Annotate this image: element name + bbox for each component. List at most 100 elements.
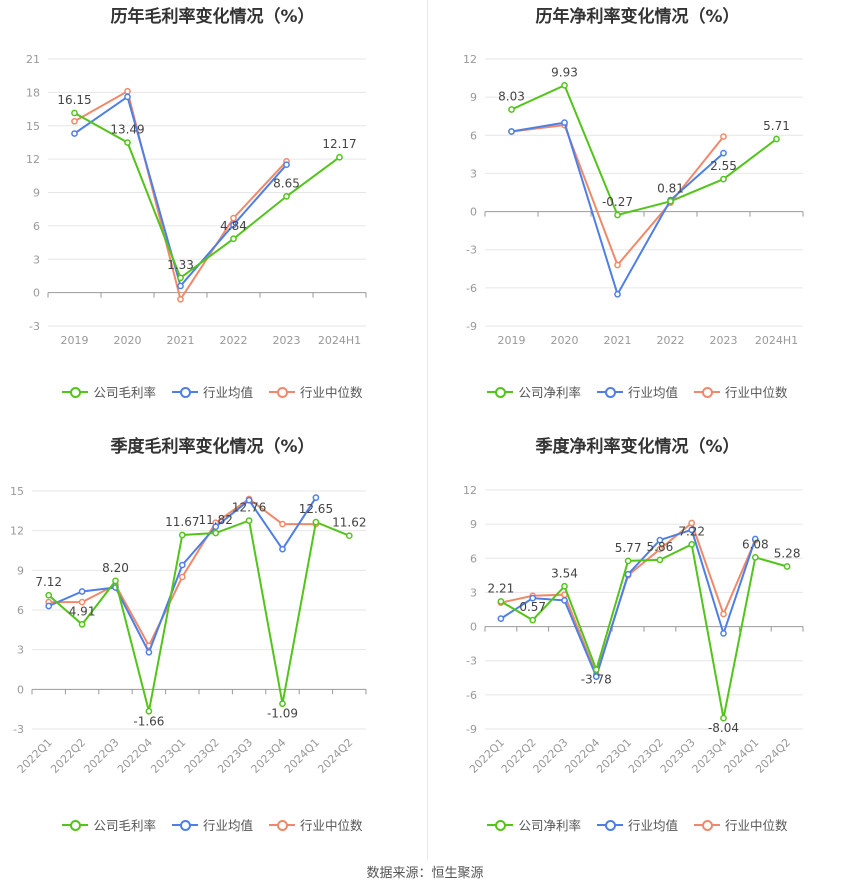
data-point [720,714,727,722]
data-label: 5.28 [774,546,801,560]
x-tick-label: 2024Q2 [315,736,355,776]
data-label: 8.65 [273,176,300,190]
y-tick-label: -6 [466,689,477,702]
data-point [112,577,119,585]
data-point [667,197,674,205]
data-label: 2.55 [710,159,737,173]
legend-item[interactable]: 公司净利率 [487,382,581,401]
data-point [283,193,290,200]
x-tick-label: 2019 [498,334,526,347]
legend-label: 行业中位数 [300,385,363,400]
legend-item[interactable]: 公司毛利率 [62,382,156,401]
data-label: 7.12 [35,575,62,589]
chart-panel-annual-gross-margin: 历年毛利率变化情况（%） -3 0 3 6 9 12 15 18 21 2019 2020 2021 2… [0,0,425,430]
data-point [71,117,78,125]
data-label: 8.20 [102,561,129,575]
data-label: -0.27 [602,195,633,209]
y-tick-label: 12 [10,525,24,538]
data-point [124,139,131,146]
data-label: 5.71 [763,119,790,133]
data-label: 12.76 [232,501,266,515]
data-point [561,582,568,590]
data-point [614,290,621,298]
data-point [624,557,632,565]
legend-item[interactable]: 行业中位数 [269,815,363,834]
data-point [230,214,237,222]
legend-item[interactable]: 行业中位数 [269,382,363,401]
legend-item[interactable]: 行业均值 [596,382,678,401]
y-tick-label: 9 [470,91,477,104]
legend-label: 行业均值 [202,818,253,833]
data-point [245,517,253,524]
data-point [78,621,86,628]
legend-marker-icon [694,386,720,398]
legend-label: 行业中位数 [725,818,788,833]
x-tick-label: 2023Q4 [249,736,289,776]
chart-title: 历年毛利率变化情况（%） [110,7,315,27]
legend-item[interactable]: 行业中位数 [694,382,788,401]
y-tick-label: 9 [470,518,477,531]
legend-item[interactable]: 行业均值 [171,382,253,401]
data-label: 16.15 [57,93,91,107]
chart-legend: 公司净利率 行业均值 行业中位数 [425,382,850,401]
legend-label: 行业均值 [627,818,678,833]
legend-marker-icon [269,386,295,398]
legend-item[interactable]: 公司净利率 [487,815,581,834]
legend-label: 行业均值 [627,385,678,400]
x-tick-label: 2022Q1 [15,736,55,776]
data-point [688,526,696,534]
x-tick-label: 2023Q1 [148,736,188,776]
y-tick-label: 15 [26,120,40,133]
y-tick-label: 3 [17,644,24,657]
data-point [720,133,727,140]
y-tick-label: 6 [470,552,477,565]
x-tick-label: 2022Q3 [82,736,122,776]
data-point [145,707,153,715]
data-point [279,700,286,708]
data-label: 5.77 [615,541,642,555]
legend-label: 行业中位数 [300,818,363,833]
data-point [592,666,600,673]
panel-divider [427,0,428,860]
chart-legend: 公司毛利率 行业均值 行业中位数 [0,815,425,834]
data-label: -3.78 [581,673,612,687]
data-label: -8.04 [708,721,739,735]
data-point [688,519,696,527]
data-point [124,87,131,95]
data-source-note: 数据来源：恒生聚源 [366,866,484,881]
legend-item[interactable]: 行业中位数 [694,815,788,834]
data-point [283,161,290,169]
y-tick-label: 18 [26,86,40,99]
x-tick-label: 2020 [551,334,579,347]
data-point [773,135,780,143]
data-point [720,175,727,183]
chart-title: 历年净利率变化情况（%） [535,7,740,27]
data-point [178,561,186,569]
chart-plot-area: -9 -6 -3 0 3 6 9 12 2019 2020 2021 2022 2023 2024H1 8.… [463,53,804,347]
data-point [312,494,320,501]
y-tick-label: 3 [470,167,477,180]
y-tick-label: -3 [466,244,477,257]
data-label: 2.21 [488,581,515,595]
legend-marker-icon [596,819,623,831]
x-tick-label: 2020 [114,334,142,347]
y-tick-label: 6 [33,220,40,233]
y-tick-label: -9 [466,723,477,736]
legend-marker-icon [596,386,623,398]
y-tick-label: 9 [33,187,40,200]
legend-item[interactable]: 行业均值 [171,815,253,834]
y-tick-label: -9 [466,320,477,333]
x-tick-label: 2023Q3 [215,736,255,776]
data-point [614,261,621,269]
data-point [614,211,621,219]
legend-item[interactable]: 公司毛利率 [62,815,156,834]
y-tick-label: -3 [13,723,24,736]
y-tick-label: 0 [470,206,477,219]
data-point [71,109,78,117]
chart-panel-quarterly-net-margin: 季度净利率变化情况（%） -9 -6 -3 0 3 6 9 12 2022Q1 2022Q2 202… [425,430,850,860]
legend-item[interactable]: 行业均值 [596,815,678,834]
chart-legend: 公司净利率 行业均值 行业中位数 [425,815,850,834]
data-label: 3.54 [551,566,578,580]
data-label: 5.86 [647,540,674,554]
legend-label: 公司毛利率 [93,385,156,400]
